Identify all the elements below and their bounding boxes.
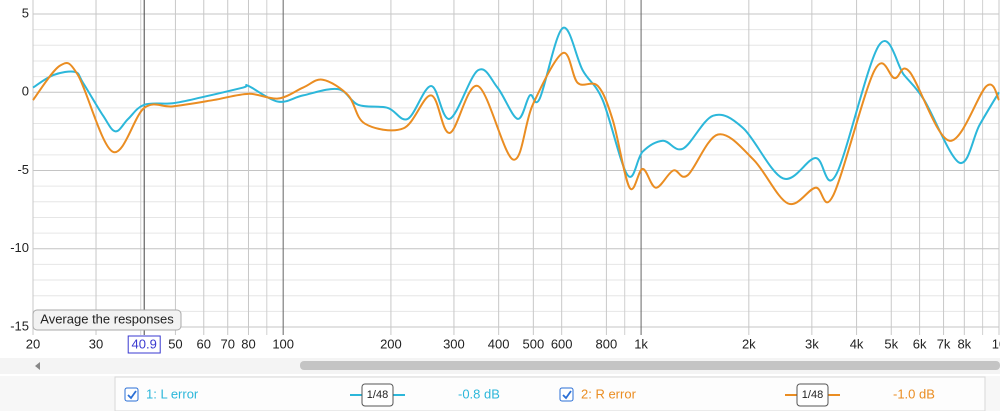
x-tick-label: 300 (443, 336, 465, 351)
grid (32, 0, 1000, 335)
y-tick-label: 0 (22, 84, 29, 99)
y-tick-label: -15 (10, 318, 29, 333)
x-tick-label: 200 (380, 336, 402, 351)
x-tick-label: 2k (742, 336, 756, 351)
x-tick-label: 1k (634, 336, 648, 351)
offset-label: -0.8 dB (458, 386, 500, 401)
cursor-box (127, 335, 161, 354)
x-tick-label: 3k (805, 336, 819, 351)
y-tick-label: -5 (17, 162, 29, 177)
scroll-left-arrow[interactable] (35, 362, 40, 370)
legend-entry: 1: L error (146, 386, 199, 401)
cursor-label: 40.9 (132, 336, 157, 351)
y-tick-label: -10 (10, 240, 29, 255)
y-tick-label: 5 (22, 5, 29, 20)
smoothing-box[interactable] (796, 383, 829, 407)
legend-checkbox[interactable] (559, 387, 574, 402)
series-line (32, 27, 1000, 182)
x-tick-label: 30 (89, 336, 103, 351)
legend-checkmark[interactable] (127, 390, 137, 400)
smoothing-box[interactable] (361, 383, 394, 407)
average-button[interactable] (32, 309, 182, 331)
scrollbar-thumb[interactable] (300, 361, 1000, 370)
x-tick-label: 10 (992, 336, 1000, 351)
x-tick-label: 70 (220, 336, 234, 351)
x-tick-label: 80 (241, 336, 255, 351)
offset-label: -1.0 dB (893, 386, 935, 401)
legend-checkbox[interactable] (124, 387, 139, 402)
x-tick-label: 500 (522, 336, 544, 351)
average-button-label[interactable]: Average the responses (40, 311, 174, 326)
series-line (32, 52, 1000, 206)
x-tick-label: 600 (551, 336, 573, 351)
x-tick-label: 800 (596, 336, 618, 351)
legend-entry: 2: R error (581, 386, 637, 401)
legend-checkmark[interactable] (562, 390, 572, 400)
x-tick-label: 400 (488, 336, 510, 351)
x-tick-label: 50 (168, 336, 182, 351)
lines (32, 27, 1000, 206)
x-tick-label: 4k (850, 336, 864, 351)
smoothing-label[interactable]: 1/48 (802, 389, 823, 401)
x-tick-label: 60 (197, 336, 211, 351)
x-tick-label: 6k (913, 336, 927, 351)
x-tick-label: 8k (957, 336, 971, 351)
x-tick-label: 100 (272, 336, 294, 351)
legend: 1: L error 1/48 -0.8 dB 2: R error 1/48 -1.0 … (124, 383, 935, 407)
smoothing-label[interactable]: 1/48 (367, 389, 388, 401)
x-tick-label: 20 (26, 336, 40, 351)
x-tick-label: 5k (884, 336, 898, 351)
x-tick-label: 7k (937, 336, 951, 351)
legend-panel (114, 376, 986, 411)
